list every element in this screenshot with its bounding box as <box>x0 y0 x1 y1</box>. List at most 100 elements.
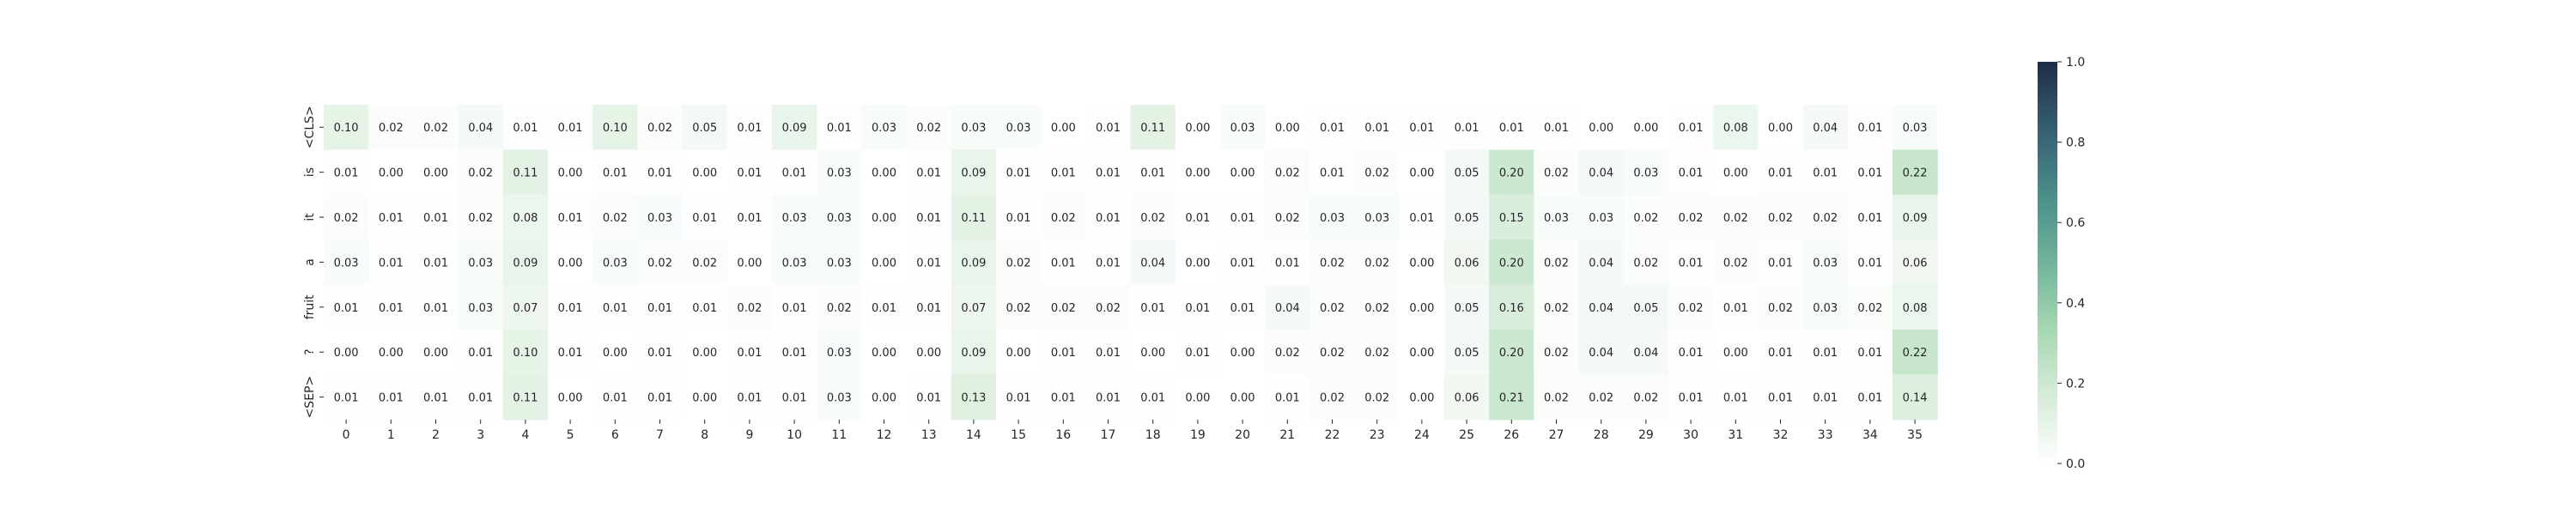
heatmap-cell <box>1444 105 1490 150</box>
cell-value-label: 0.02 <box>1679 212 1704 225</box>
heatmap-cell <box>1220 284 1266 330</box>
cell-value-label: 0.01 <box>1185 212 1210 225</box>
heatmap-cell <box>1175 374 1221 421</box>
cell-value-label: 0.01 <box>916 212 941 225</box>
cell-value-label: 0.22 <box>1903 347 1928 360</box>
heatmap-cell <box>1534 284 1580 330</box>
heatmap-cell <box>1399 284 1445 330</box>
heatmap-cell <box>817 374 862 421</box>
x-tick-label: 29 <box>1638 428 1654 442</box>
cell-value-label: 0.02 <box>1051 302 1076 315</box>
heatmap-cell <box>458 105 504 150</box>
heatmap-cell <box>368 194 414 240</box>
heatmap-cell <box>1802 239 1849 286</box>
heatmap-cell <box>1220 330 1266 375</box>
cell-value-label: 0.01 <box>1723 392 1748 405</box>
heatmap-cell <box>1309 374 1356 421</box>
cell-value-label: 0.01 <box>558 347 583 360</box>
heatmap-cell <box>726 105 773 150</box>
cell-value-label: 0.11 <box>513 392 538 405</box>
cell-value-label: 0.08 <box>1903 302 1928 315</box>
cell-value-label: 0.02 <box>1364 347 1389 360</box>
cell-value-label: 0.20 <box>1499 257 1524 270</box>
cell-value-label: 0.01 <box>647 392 672 405</box>
heatmap-cell <box>1354 374 1400 421</box>
cell-value-label: 0.01 <box>782 167 807 180</box>
cell-value-label: 0.01 <box>1679 122 1704 135</box>
cell-value-label: 0.01 <box>1230 257 1255 270</box>
heatmap-cell <box>1175 194 1221 240</box>
heatmap-cell <box>772 284 817 330</box>
cell-value-label: 0.01 <box>916 257 941 270</box>
heatmap-cell <box>637 194 683 240</box>
cell-value-label: 0.09 <box>513 257 538 270</box>
y-axis: <CLS> is it a fruit? <SEP> <box>303 106 324 418</box>
heatmap-cell <box>682 284 728 330</box>
cell-value-label: 0.02 <box>1544 347 1569 360</box>
x-tick-label: 26 <box>1504 428 1519 442</box>
cell-value-label: 0.01 <box>423 302 448 315</box>
cell-value-label: 0.06 <box>1903 257 1928 270</box>
heatmap-cell <box>1175 330 1221 375</box>
heatmap-cell <box>817 239 862 286</box>
heatmap-cell <box>1758 149 1804 196</box>
x-tick-label: 12 <box>877 428 892 442</box>
heatmap-cell <box>1130 194 1176 240</box>
cell-value-label: 0.02 <box>1768 302 1793 315</box>
cell-value-label: 0.04 <box>1589 257 1613 270</box>
heatmap-cell <box>1085 194 1132 240</box>
cell-value-label: 0.00 <box>872 257 896 270</box>
heatmap-cell <box>1444 330 1490 375</box>
cell-value-label: 0.01 <box>737 212 762 225</box>
x-tick-label: 30 <box>1683 428 1698 442</box>
heatmap-cell <box>726 194 773 240</box>
heatmap-cell <box>548 239 593 286</box>
heatmap-cell <box>861 149 908 196</box>
cell-value-label: 0.03 <box>1813 257 1838 270</box>
heatmap-cell <box>951 194 997 240</box>
cell-value-label: 0.02 <box>1768 212 1793 225</box>
heatmap-cell <box>772 194 817 240</box>
cell-value-label: 0.01 <box>1096 347 1121 360</box>
heatmap-cell <box>1085 374 1132 421</box>
cell-value-label: 0.00 <box>558 167 583 180</box>
heatmap-cell <box>637 330 683 375</box>
heatmap-cell <box>1893 239 1938 286</box>
cell-value-label: 0.02 <box>423 122 448 135</box>
cell-value-label: 0.04 <box>1275 302 1300 315</box>
heatmap-cell <box>1309 105 1356 150</box>
heatmap-cell <box>861 194 908 240</box>
cell-value-label: 0.01 <box>334 167 359 180</box>
cell-value-label: 0.01 <box>379 257 404 270</box>
heatmap-cell <box>861 330 908 375</box>
cell-value-label: 0.05 <box>1633 302 1658 315</box>
heatmap-cell <box>861 284 908 330</box>
heatmap-cell <box>1847 330 1893 375</box>
cell-value-label: 0.01 <box>1768 167 1793 180</box>
colorbar: 0.0 0.2 0.4 0.6 0.8 1.0 <box>2038 56 2085 471</box>
cell-value-label: 0.15 <box>1499 212 1524 225</box>
heatmap-cell <box>1444 239 1490 286</box>
heatmap-cell <box>1578 149 1625 196</box>
cell-value-label: 0.02 <box>1006 302 1031 315</box>
heatmap-cell <box>368 284 414 330</box>
heatmap-cell <box>548 194 593 240</box>
x-tick-label: 7 <box>656 428 664 442</box>
heatmap-cell <box>1578 374 1625 421</box>
heatmap-cell <box>458 194 504 240</box>
cell-value-label: 0.01 <box>334 302 359 315</box>
cell-value-label: 0.20 <box>1499 167 1524 180</box>
heatmap-cell <box>996 239 1042 286</box>
heatmap-cell <box>1893 105 1938 150</box>
cell-value-label: 0.03 <box>603 257 628 270</box>
cell-value-label: 0.01 <box>1140 302 1165 315</box>
heatmap-cell <box>1309 330 1356 375</box>
colorbar-tick-label: 0.4 <box>2066 297 2085 311</box>
x-tick-label: 19 <box>1190 428 1206 442</box>
x-axis: 0 1 2 3 4 5 6 7 8 9 10 11 12 13 14 15 16 17 18 19 20 21 22 23 24… <box>343 419 1923 442</box>
cell-value-label: 0.01 <box>603 302 628 315</box>
heatmap-cell <box>1220 105 1266 150</box>
heatmap-cell <box>1668 330 1714 375</box>
heatmap-cell <box>772 330 817 375</box>
cell-value-label: 0.03 <box>334 257 359 270</box>
